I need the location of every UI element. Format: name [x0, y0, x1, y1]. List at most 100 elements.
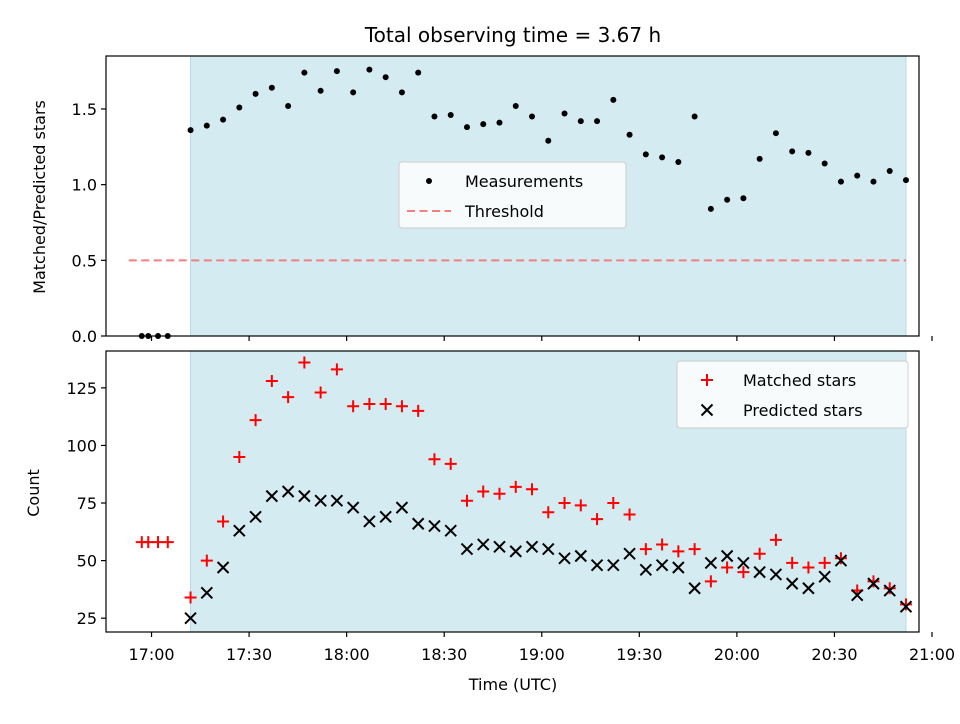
data-point: [493, 487, 506, 500]
data-point: [837, 178, 844, 185]
chart-title: Total observing time = 3.67 h: [364, 23, 661, 47]
data-point: [203, 122, 210, 129]
data-point: [772, 130, 779, 137]
legend-box: [676, 360, 909, 429]
data-point: [672, 545, 685, 558]
data-point: [899, 600, 913, 613]
data-point: [720, 549, 734, 563]
y-tick-label: 1.0: [72, 176, 97, 195]
data-point: [233, 450, 246, 463]
data-point: [529, 113, 536, 120]
data-point: [333, 68, 340, 75]
data-point: [460, 542, 474, 556]
data-point: [574, 499, 587, 512]
data-point: [707, 205, 714, 212]
data-point: [252, 90, 259, 97]
data-point: [477, 485, 490, 498]
x-tick-label: 18:30: [421, 645, 467, 664]
data-point: [753, 547, 766, 560]
data-point: [691, 113, 698, 120]
data-point: [236, 104, 243, 111]
data-point: [379, 510, 392, 524]
data-point: [200, 586, 214, 600]
data-point: [740, 195, 747, 202]
x-tick-label: 20:30: [811, 645, 857, 664]
data-point: [431, 113, 438, 120]
data-point: [818, 570, 831, 583]
data-point: [607, 558, 620, 572]
data-point: [655, 558, 669, 572]
data-point: [902, 177, 909, 184]
data-point: [753, 565, 766, 579]
y-tick-label: 100: [66, 436, 97, 455]
data-point: [184, 591, 197, 604]
data-point: [675, 158, 682, 165]
data-point: [883, 584, 896, 597]
data-point: [496, 119, 503, 126]
data-point: [509, 480, 522, 493]
data-point: [184, 611, 197, 625]
legend-marker: [700, 403, 714, 417]
data-point: [737, 556, 750, 570]
data-point: [249, 414, 262, 427]
data-point: [346, 501, 360, 514]
y-tick-label: 0.5: [72, 251, 97, 270]
y-tick-label: 0.0: [72, 327, 97, 346]
legend-label: Predicted stars: [743, 401, 863, 420]
y-tick-label: 125: [66, 379, 97, 398]
data-point: [428, 453, 441, 466]
data-point: [282, 391, 295, 404]
legend-label: Measurements: [465, 172, 583, 191]
data-point: [623, 547, 636, 560]
x-tick-label: 19:30: [616, 645, 662, 664]
data-point: [480, 121, 487, 128]
data-point: [298, 356, 311, 369]
data-point: [854, 172, 861, 179]
data-point: [558, 497, 571, 510]
data-point: [558, 552, 571, 565]
data-point: [639, 543, 652, 556]
legend-marker: [426, 178, 432, 184]
data-point: [382, 74, 389, 81]
x-tick-label: 19:00: [519, 645, 565, 664]
data-point: [460, 494, 473, 507]
legend: Matched stars Predicted stars: [676, 360, 909, 429]
legend-label: Threshold: [464, 202, 544, 221]
data-point: [526, 483, 539, 496]
data-point: [867, 577, 880, 590]
x-tick-label: 20:00: [714, 645, 760, 664]
data-point: [265, 374, 278, 387]
axes-frame: [105, 55, 920, 337]
data-point: [220, 116, 227, 123]
legend-label: Matched stars: [743, 371, 856, 390]
data-point: [233, 524, 246, 537]
data-point: [317, 87, 324, 94]
data-point: [411, 517, 425, 530]
series-matched-stars: [135, 356, 912, 611]
data-point: [268, 84, 275, 91]
data-point: [217, 515, 230, 528]
top-y-axis-label: Matched/Predicted stars: [30, 100, 49, 294]
data-point: [545, 137, 552, 144]
data-point: [249, 510, 262, 524]
data-point: [704, 556, 718, 570]
data-point: [623, 508, 636, 521]
data-point: [899, 598, 912, 611]
x-tick-label: 18:00: [324, 645, 370, 664]
data-point: [656, 538, 669, 551]
data-point: [704, 575, 717, 588]
data-point: [350, 89, 357, 96]
y-tick-label: 50: [77, 552, 97, 571]
data-point: [607, 497, 620, 510]
data-point: [818, 556, 831, 569]
data-point: [330, 363, 343, 376]
y-tick-label: 75: [77, 494, 97, 513]
data-point: [301, 69, 308, 76]
data-point: [285, 102, 292, 109]
data-point: [444, 524, 457, 537]
data-point: [463, 124, 470, 131]
data-point: [298, 489, 311, 503]
data-point: [398, 89, 405, 96]
data-point: [789, 148, 796, 155]
